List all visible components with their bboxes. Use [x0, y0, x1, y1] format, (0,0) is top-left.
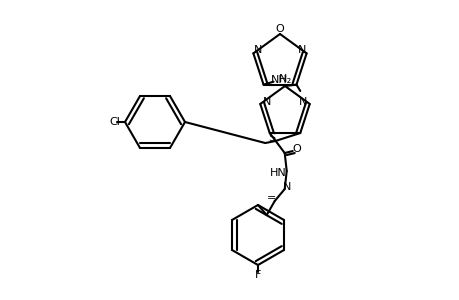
Text: N: N — [263, 97, 271, 107]
Text: N: N — [298, 97, 306, 107]
Text: O: O — [275, 24, 284, 34]
Text: N: N — [254, 45, 262, 55]
Text: =: = — [267, 193, 276, 203]
Text: N: N — [282, 182, 290, 192]
Text: N: N — [278, 74, 286, 84]
Text: HN: HN — [270, 168, 286, 178]
Text: Cl: Cl — [109, 117, 120, 127]
Text: NH₂: NH₂ — [270, 75, 291, 85]
Text: N: N — [297, 45, 305, 55]
Text: O: O — [292, 144, 301, 154]
Text: F: F — [254, 270, 261, 280]
Text: S: S — [268, 133, 275, 143]
